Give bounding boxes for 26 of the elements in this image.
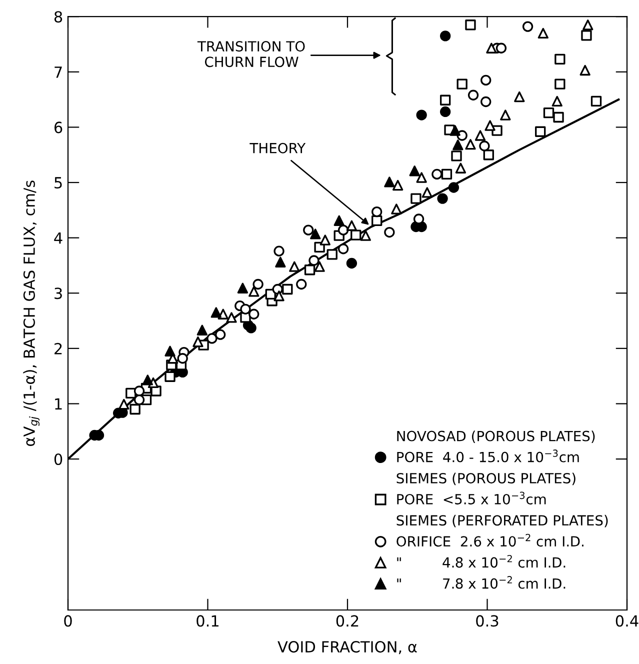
y-tick-label: 6 <box>54 122 62 134</box>
y-tick-label: 3 <box>54 288 62 300</box>
annotation: SIEMES (POROUS PLATES) <box>396 472 576 486</box>
y-tick-label: 8 <box>54 11 62 23</box>
y-tick-label: 4 <box>54 232 62 244</box>
annotation: TRANSITION TO CHURN FLOW <box>197 41 305 68</box>
annotation: THEORY <box>250 142 306 154</box>
y-tick-label: 7 <box>54 66 62 78</box>
annotation: NOVOSAD (POROUS PLATES) <box>397 430 595 443</box>
x-tick-label: 0 <box>64 615 72 627</box>
legend-label: " 4.8 x 10$^{−2}$ cm I.D. <box>397 554 566 568</box>
legend-label: PORE 4.0 - 15.0 x 10$^{−3}$cm <box>397 450 579 462</box>
x-axis-title: VOID FRACTION, α <box>278 641 417 654</box>
x-tick-label: 0.1 <box>196 615 218 627</box>
y-tick-label: 2 <box>54 342 62 354</box>
x-tick-label: 0.3 <box>476 615 498 627</box>
x-tick-label: 0.4 <box>616 615 638 627</box>
x-tick-label: 0.2 <box>336 615 358 627</box>
y-axis-title: αV$_{gj}$ /(1-α), BATCH GAS FLUX, cm/s <box>23 180 40 446</box>
y-tick-label: 5 <box>54 177 62 189</box>
legend-label: PORE <5.5 x 10$^{−3}$cm <box>397 492 546 504</box>
y-tick-label: 1 <box>55 398 62 410</box>
legend-label: ORIFICE 2.6 x 10$^{−2}$ cm I.D. <box>396 534 584 547</box>
legend-label: " 7.8 x 10$^{−2}$ cm I.D. <box>397 576 566 589</box>
annotation: SIEMES (PERFORATED PLATES) <box>396 514 608 528</box>
y-tick-label: 0 <box>54 453 62 466</box>
